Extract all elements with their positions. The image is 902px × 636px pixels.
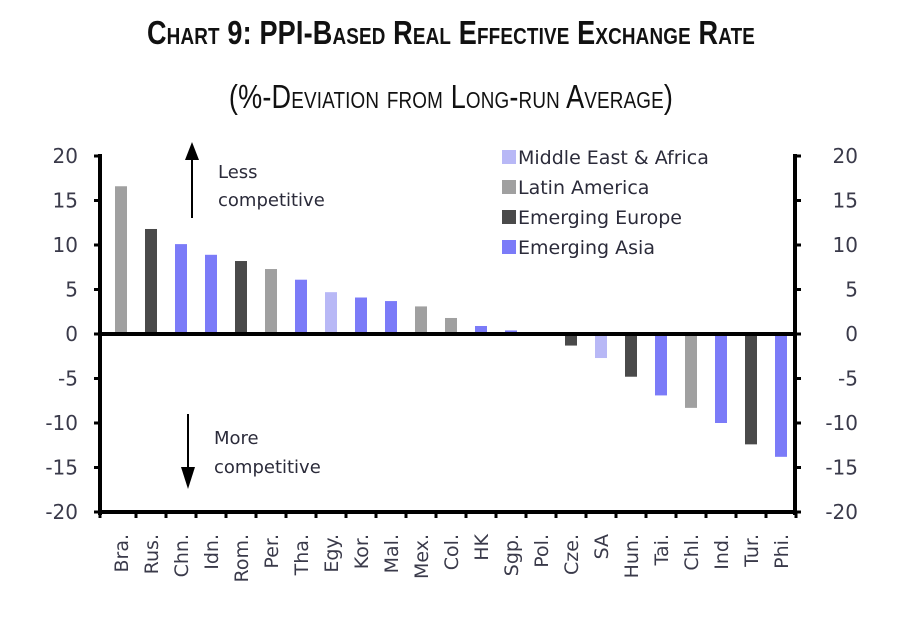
category-label: Kor.: [351, 534, 373, 569]
bar-chl: [685, 334, 697, 408]
category-label: Col.: [441, 534, 463, 570]
y-tick-label-right: -15: [825, 456, 858, 480]
annotation-less-line1: Less: [218, 162, 258, 183]
y-tick-label-right: 5: [845, 278, 858, 302]
category-label: Mal.: [381, 534, 403, 573]
y-tick-label-left: -15: [45, 456, 78, 480]
legend-label: Emerging Asia: [518, 237, 655, 259]
arrow-down-icon: [181, 467, 195, 489]
bar-ind: [715, 334, 727, 423]
y-tick-label-right: -10: [825, 411, 858, 435]
bar-rom: [235, 261, 247, 334]
annotation-more-line1: More: [214, 428, 259, 449]
annotation-less-line2: competitive: [218, 190, 325, 211]
category-label: Chl.: [681, 534, 703, 571]
bar-sa: [595, 334, 607, 359]
bar-kor: [355, 297, 367, 334]
y-tick-label-left: -10: [45, 411, 78, 435]
category-label: Hun.: [621, 534, 643, 578]
category-label: Rom.: [231, 534, 253, 583]
chart-subtitle: (%-Deviation from Long-run Average): [228, 78, 674, 115]
category-label: HK: [471, 533, 493, 560]
bar-hun: [625, 334, 637, 377]
legend-swatch: [502, 180, 516, 194]
category-label: Egy.: [321, 534, 343, 573]
bar-mal: [385, 301, 397, 334]
category-label: Tai.: [651, 534, 673, 566]
bar-tha: [295, 279, 307, 334]
y-tick-label-left: 5: [65, 278, 78, 302]
annotation-more-line2: competitive: [214, 457, 321, 478]
category-label: Tur.: [741, 534, 763, 568]
category-label: Phi.: [771, 534, 793, 569]
bar-idn: [205, 254, 217, 334]
category-label: SA: [591, 534, 613, 559]
bar-cze: [565, 334, 577, 346]
category-label: Idn.: [201, 534, 223, 570]
category-label: Chn.: [171, 534, 193, 577]
bar-hk: [475, 325, 487, 334]
y-tick-label-left: -20: [45, 500, 78, 524]
bar-col: [445, 317, 457, 334]
y-tick-label-right: 10: [833, 233, 858, 257]
bars-group: [115, 186, 787, 457]
legend-label: Emerging Europe: [518, 207, 682, 229]
y-tick-label-left: 10: [53, 233, 78, 257]
category-label: Per.: [261, 534, 283, 569]
category-label: Rus.: [141, 534, 163, 574]
y-tick-label-right: 20: [833, 144, 858, 168]
y-tick-label-left: 20: [53, 144, 78, 168]
legend-label: Latin America: [518, 177, 649, 199]
category-label: Pol.: [531, 534, 553, 568]
y-tick-label-left: 15: [53, 189, 78, 213]
bar-tai: [655, 334, 667, 396]
bar-egy: [325, 292, 337, 334]
legend-swatch: [502, 210, 516, 224]
y-tick-label-right: 15: [833, 189, 858, 213]
chart-title: Chart 9: PPI-Based Real Effective Exchan…: [146, 14, 756, 51]
y-tick-label-right: -5: [838, 367, 858, 391]
bar-mex: [415, 306, 427, 334]
annotations: Less competitive More competitive: [181, 142, 325, 489]
y-tick-label-left: -5: [58, 367, 78, 391]
bar-bra: [115, 186, 127, 334]
category-label: Cze.: [561, 534, 583, 575]
category-label: Ind.: [711, 534, 733, 570]
category-label: Mex.: [411, 534, 433, 579]
bar-tur: [745, 334, 757, 445]
y-tick-label-left: 0: [65, 322, 78, 346]
bar-phi: [775, 334, 787, 457]
category-label: Bra.: [111, 534, 133, 573]
legend-swatch: [502, 150, 516, 164]
bar-per: [265, 269, 277, 334]
category-label: Tha.: [291, 534, 313, 576]
axes-group: 20 20 15 15 10 10 5 5 0 0 -5 -5 -10 -10 -15 -15 -20 -20 Br…: [45, 144, 858, 583]
category-label: Sgp.: [501, 534, 523, 576]
arrow-up-icon: [185, 142, 199, 160]
legend: Middle East & Africa Latin America Emergin…: [502, 147, 709, 259]
bar-chn: [175, 244, 187, 334]
y-tick-label-right: 0: [845, 322, 858, 346]
legend-swatch: [502, 240, 516, 254]
bar-rus: [145, 228, 157, 334]
y-tick-label-right: -20: [825, 500, 858, 524]
legend-label: Middle East & Africa: [518, 147, 709, 169]
